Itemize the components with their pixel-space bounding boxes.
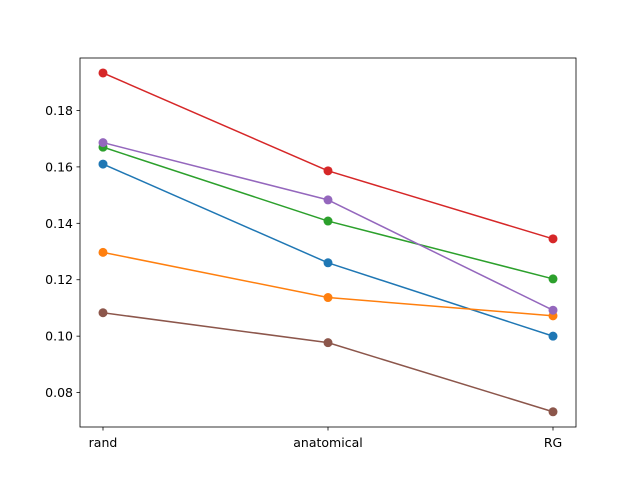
series-4-point-3 [548,234,558,244]
series-5-point-3 [548,305,558,315]
series-layer [98,68,558,417]
y-axis: 0.08 0.10 0.12 0.14 0.16 0.18 [45,103,80,400]
series-1-point-3 [548,331,558,341]
series-2-point-1 [98,247,108,257]
y-tick-label-5: 0.16 [45,159,73,174]
series-4 [98,68,558,244]
x-tick-label-3: RG [544,435,562,450]
x-tick-label-1: rand [89,435,118,450]
series-6 [98,308,558,417]
series-6-point-1 [98,308,108,318]
series-5-point-2 [323,195,333,205]
x-axis: rand anatomical RG [89,427,562,450]
series-5-point-1 [98,138,108,148]
y-tick-label-1: 0.08 [45,385,73,400]
series-1-point-2 [323,258,333,268]
y-tick-label-2: 0.10 [45,329,73,344]
series-1-point-1 [98,159,108,169]
y-tick-label-6: 0.18 [45,103,73,118]
x-tick-label-2: anatomical [293,435,362,450]
series-5 [98,138,558,315]
series-4-point-1 [98,68,108,78]
series-3-point-3 [548,274,558,284]
y-tick-label-4: 0.14 [45,216,73,231]
series-3-point-2 [323,216,333,226]
series-4-point-2 [323,166,333,176]
y-tick-label-3: 0.12 [45,272,73,287]
series-6-point-3 [548,407,558,417]
series-1 [98,159,558,341]
series-2-point-2 [323,293,333,303]
series-6-point-2 [323,338,333,348]
